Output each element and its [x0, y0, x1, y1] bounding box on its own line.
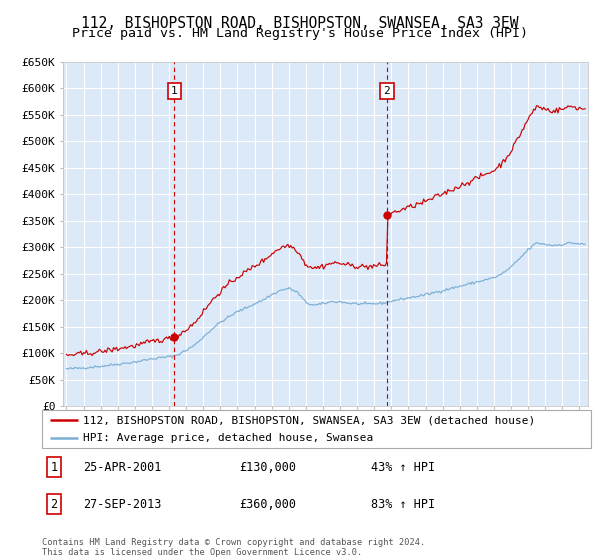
Text: 1: 1 — [50, 461, 58, 474]
Text: £130,000: £130,000 — [239, 461, 296, 474]
Text: 43% ↑ HPI: 43% ↑ HPI — [371, 461, 436, 474]
FancyBboxPatch shape — [42, 410, 591, 448]
Text: Price paid vs. HM Land Registry's House Price Index (HPI): Price paid vs. HM Land Registry's House … — [72, 27, 528, 40]
Text: 83% ↑ HPI: 83% ↑ HPI — [371, 498, 436, 511]
Text: 112, BISHOPSTON ROAD, BISHOPSTON, SWANSEA, SA3 3EW: 112, BISHOPSTON ROAD, BISHOPSTON, SWANSE… — [81, 16, 519, 31]
Text: 27-SEP-2013: 27-SEP-2013 — [83, 498, 161, 511]
Text: 2: 2 — [50, 498, 58, 511]
Text: 25-APR-2001: 25-APR-2001 — [83, 461, 161, 474]
Text: Contains HM Land Registry data © Crown copyright and database right 2024.
This d: Contains HM Land Registry data © Crown c… — [42, 538, 425, 557]
Text: 1: 1 — [171, 86, 178, 96]
Text: 2: 2 — [383, 86, 390, 96]
Text: HPI: Average price, detached house, Swansea: HPI: Average price, detached house, Swan… — [83, 433, 373, 443]
Text: £360,000: £360,000 — [239, 498, 296, 511]
Text: 112, BISHOPSTON ROAD, BISHOPSTON, SWANSEA, SA3 3EW (detached house): 112, BISHOPSTON ROAD, BISHOPSTON, SWANSE… — [83, 415, 535, 425]
